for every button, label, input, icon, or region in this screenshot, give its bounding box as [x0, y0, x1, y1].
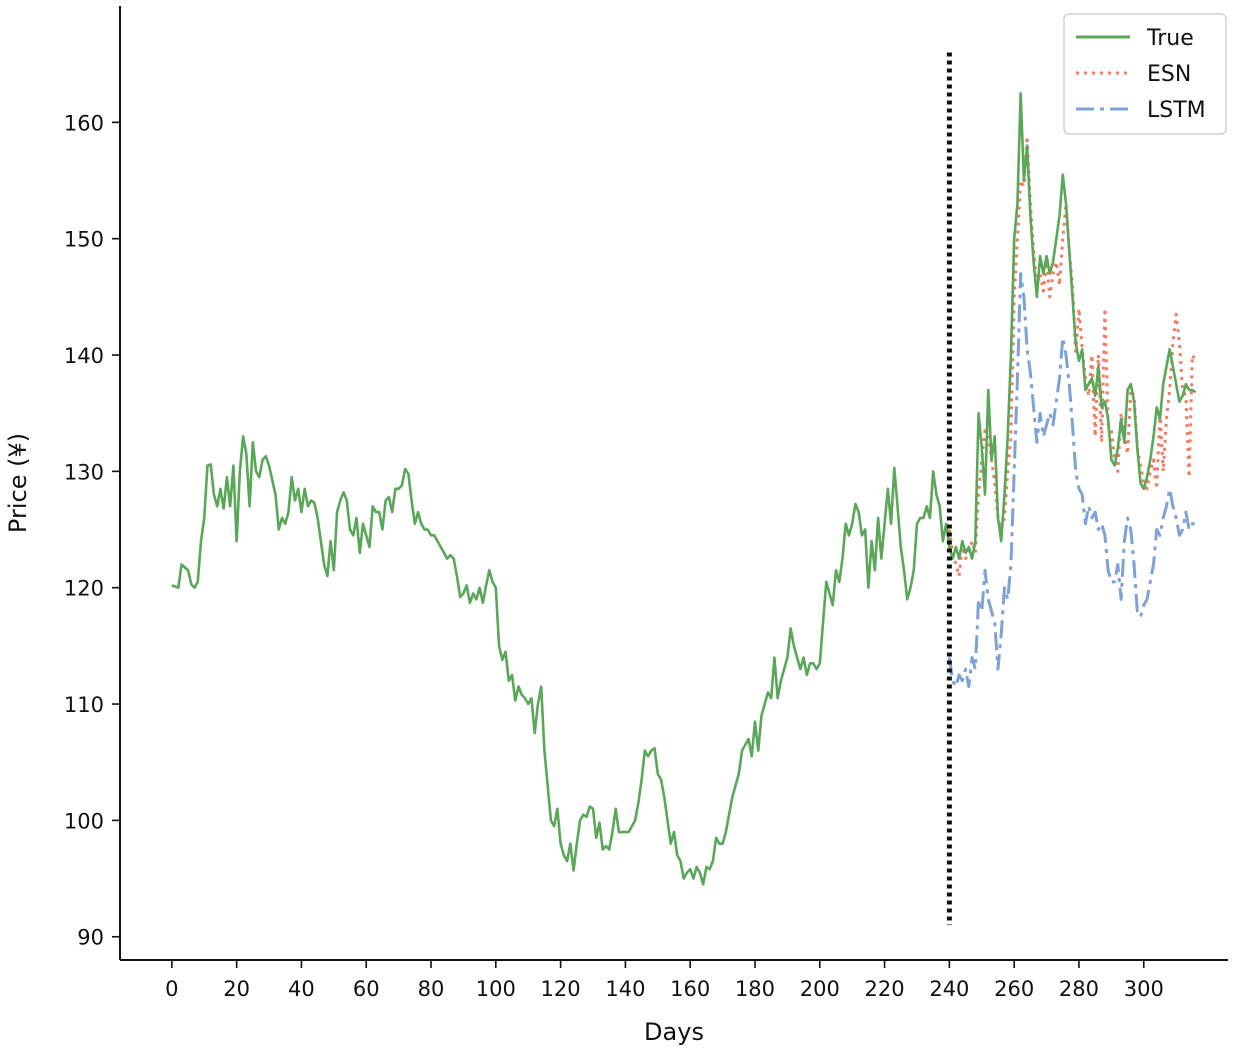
- x-tick-label: 180: [735, 977, 775, 1001]
- x-tick-label: 40: [288, 977, 315, 1001]
- y-axis-title: Price (¥): [4, 433, 32, 533]
- y-axis-ticks: 90 100 110 120 130 140 150 160: [64, 111, 120, 950]
- legend-box: [1063, 13, 1227, 135]
- legend-label-lstm: LSTM: [1147, 98, 1206, 123]
- series-line-esn: [947, 134, 1197, 578]
- x-tick-label: 280: [1059, 977, 1099, 1001]
- x-tick-label: 260: [994, 977, 1034, 1001]
- y-tick-label: 110: [64, 693, 104, 717]
- y-tick-label: 140: [64, 344, 104, 368]
- y-tick-label: 90: [77, 926, 104, 950]
- x-tick-label: 120: [541, 977, 581, 1001]
- x-tick-label: 140: [605, 977, 645, 1001]
- x-axis-ticks: 0 20 40 60 80 100 120 140 160 180 200 220 240 260 280 3…: [165, 960, 1164, 1001]
- legend-label-true: True: [1146, 26, 1194, 51]
- legend-label-esn: ESN: [1147, 62, 1191, 87]
- series-line-lstm: [947, 272, 1196, 689]
- x-tick-label: 100: [476, 977, 516, 1001]
- series-layer: [171, 91, 1197, 886]
- legend: True ESN LSTM: [1063, 13, 1227, 135]
- y-tick-label: 160: [64, 111, 104, 135]
- x-tick-label: 80: [418, 977, 445, 1001]
- x-tick-label: 0: [165, 977, 178, 1001]
- y-tick-label: 130: [64, 460, 104, 484]
- x-tick-label: 220: [865, 977, 905, 1001]
- x-tick-label: 160: [670, 977, 710, 1001]
- x-tick-label: 200: [800, 977, 840, 1001]
- x-tick-label: 20: [223, 977, 250, 1001]
- y-tick-label: 120: [64, 577, 104, 601]
- y-tick-label: 100: [64, 809, 104, 833]
- x-axis-title: Days: [644, 1018, 704, 1046]
- x-tick-label: 60: [353, 977, 380, 1001]
- x-tick-label: 300: [1124, 977, 1164, 1001]
- x-tick-label: 240: [929, 977, 969, 1001]
- series-line-true: [171, 91, 1197, 886]
- y-tick-label: 150: [64, 228, 104, 252]
